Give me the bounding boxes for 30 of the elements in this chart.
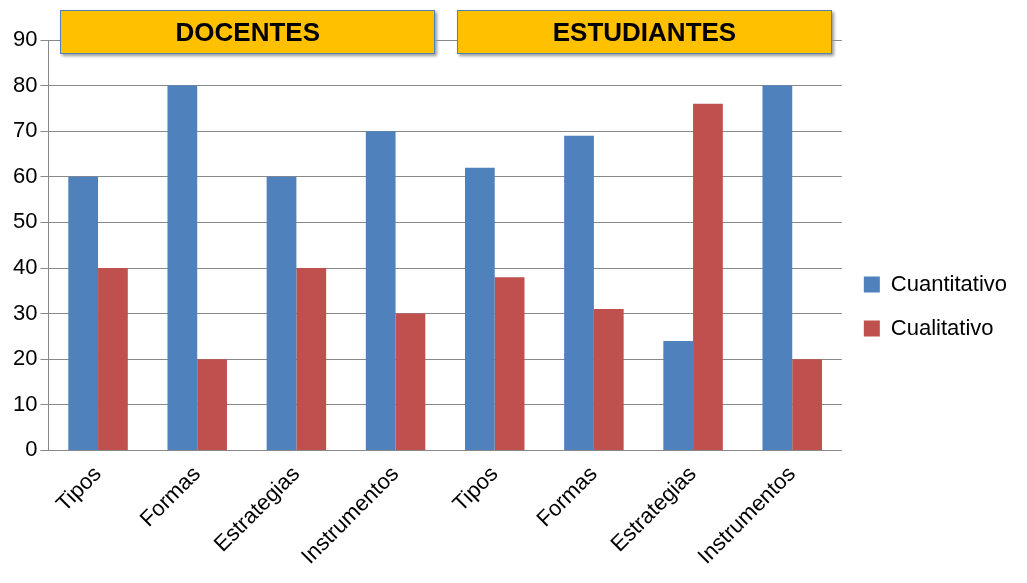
- y-tick-label: 10: [12, 390, 38, 416]
- bar: [792, 359, 822, 450]
- y-tick-label: 30: [12, 299, 38, 325]
- banner: DOCENTES: [60, 10, 436, 54]
- bar: [68, 176, 99, 450]
- bar: [266, 176, 297, 450]
- y-tick-label: 70: [12, 117, 38, 143]
- legend-label: Cualitativo: [890, 314, 994, 340]
- bar: [167, 85, 198, 450]
- bar: [365, 131, 396, 450]
- bar: [494, 277, 525, 450]
- y-tick-label: 0: [25, 436, 38, 462]
- y-tick-label: 40: [12, 254, 38, 280]
- y-tick-label: 50: [12, 208, 38, 234]
- bar: [296, 268, 327, 450]
- bar: [395, 313, 426, 450]
- bar: [98, 268, 128, 450]
- bar: [693, 103, 723, 450]
- bar: [564, 135, 594, 450]
- bar: [197, 359, 227, 450]
- bar: [593, 309, 624, 450]
- y-tick-label: 90: [12, 26, 38, 52]
- bar: [762, 85, 793, 450]
- legend-label: Cuantitativo: [890, 270, 1008, 296]
- y-tick-label: 80: [12, 71, 38, 97]
- y-tick-label: 60: [12, 162, 38, 188]
- banner: ESTUDIANTES: [457, 10, 832, 54]
- bar: [464, 167, 495, 450]
- y-tick-label: 20: [12, 345, 38, 371]
- bar: [663, 340, 694, 450]
